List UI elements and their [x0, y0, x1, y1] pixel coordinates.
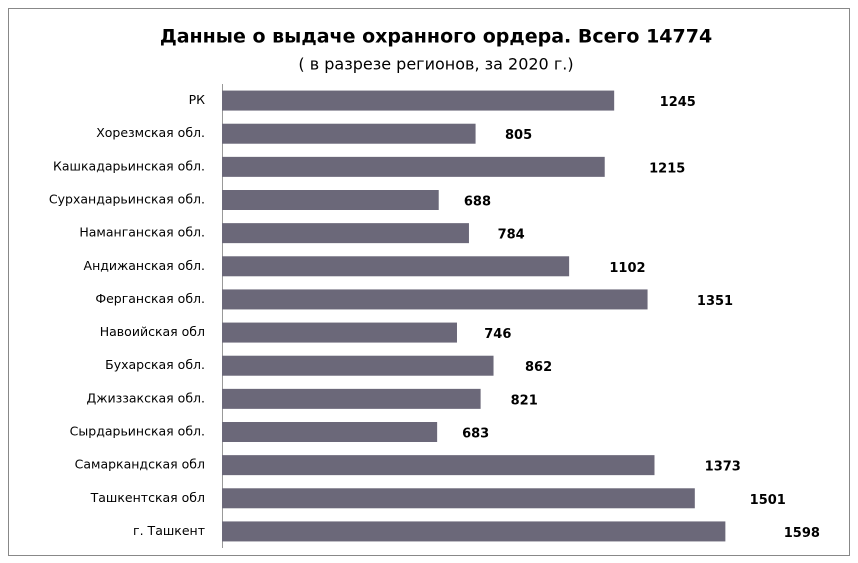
bar [222, 190, 439, 210]
chart-subtitle: ( в разрезе регионов, за 2020 г.) [298, 55, 573, 74]
bar [222, 156, 605, 177]
value-label: 862 [525, 360, 552, 375]
value-label: 821 [511, 393, 538, 408]
value-label: 1598 [784, 526, 820, 541]
category-label: Навоийская обл [100, 324, 205, 339]
value-label: 805 [505, 128, 532, 143]
bar [222, 123, 476, 144]
category-label: Хорезмская обл. [96, 125, 205, 140]
value-label: 688 [464, 195, 491, 210]
value-label: 1102 [609, 261, 645, 276]
bar [222, 422, 438, 442]
bar [222, 355, 494, 376]
category-label: г. Ташкент [133, 523, 205, 538]
bar [222, 521, 726, 542]
category-label: Самаркандская обл [75, 457, 205, 472]
bar [222, 455, 655, 476]
value-label: 784 [498, 228, 525, 243]
bar [222, 256, 570, 277]
category-label: Кашкадарьинская обл. [53, 158, 205, 173]
category-label: Ташкентская обл [90, 490, 205, 505]
bar [222, 289, 648, 310]
value-label: 746 [484, 327, 511, 342]
value-label: 1215 [649, 161, 685, 176]
bar [222, 388, 481, 409]
category-label: Сырдарьинская обл. [70, 424, 205, 439]
bar [222, 223, 469, 244]
category-label: Сурхандарьинская обл. [49, 192, 205, 207]
category-label: РК [189, 92, 206, 107]
value-label: 1351 [697, 294, 733, 309]
category-label: Наманганская обл. [79, 225, 205, 240]
category-label: Джиззакская обл. [86, 390, 205, 405]
bar [222, 488, 695, 509]
value-label: 1245 [660, 95, 696, 110]
category-label: Ферганская обл. [95, 291, 205, 306]
bar [222, 90, 615, 111]
chart-title: Данные о выдаче охранного ордера. Всего … [160, 26, 712, 48]
bar [222, 322, 457, 343]
value-label: 1373 [705, 460, 741, 475]
value-label: 1501 [750, 493, 786, 508]
category-label: Бухарская обл. [105, 357, 205, 372]
value-label: 683 [462, 427, 489, 442]
category-label: Андижанская обл. [84, 258, 205, 273]
